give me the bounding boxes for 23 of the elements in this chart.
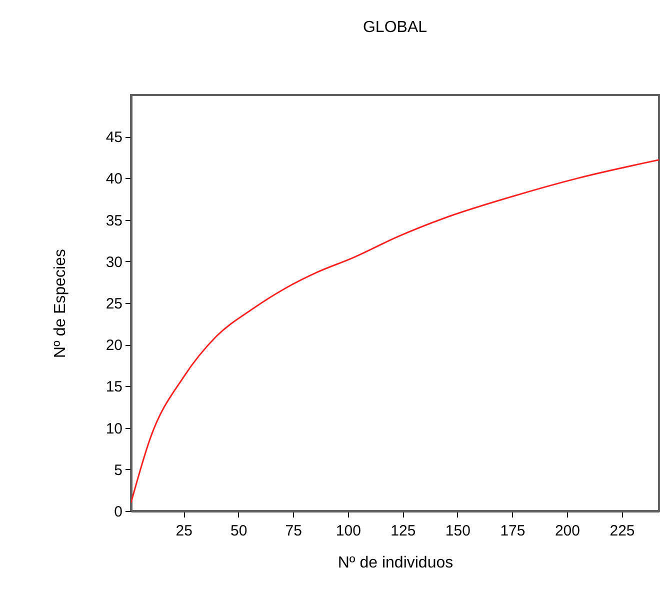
y-tick-label: 15 xyxy=(106,378,122,396)
y-tick-label: 10 xyxy=(106,420,122,438)
y-tick-label: 20 xyxy=(106,337,122,354)
x-tick-label: 150 xyxy=(445,522,470,540)
y-tick-label: 30 xyxy=(106,254,122,271)
x-tick-label: 100 xyxy=(336,522,361,540)
x-tick-label: 50 xyxy=(230,522,248,540)
y-axis-title: Nº de Especies xyxy=(52,248,69,358)
y-tick-label: 5 xyxy=(114,462,122,479)
x-tick-label: 75 xyxy=(285,522,302,540)
y-tick-label: 0 xyxy=(114,504,122,520)
x-tick-label: 225 xyxy=(610,522,635,540)
x-tick-label: 175 xyxy=(500,522,526,540)
x-axis-title: Nº de individuos xyxy=(338,554,454,572)
x-tick-label: 125 xyxy=(390,522,416,540)
y-tick-label: 35 xyxy=(106,212,122,230)
x-tick-label: 25 xyxy=(176,522,192,540)
y-tick-label: 40 xyxy=(106,170,122,188)
y-tick-label: 25 xyxy=(106,296,122,312)
chart-title: GLOBAL xyxy=(362,19,428,36)
x-tick-label: 200 xyxy=(554,522,580,540)
line-series xyxy=(131,159,659,504)
y-tick-label: 45 xyxy=(106,129,122,146)
